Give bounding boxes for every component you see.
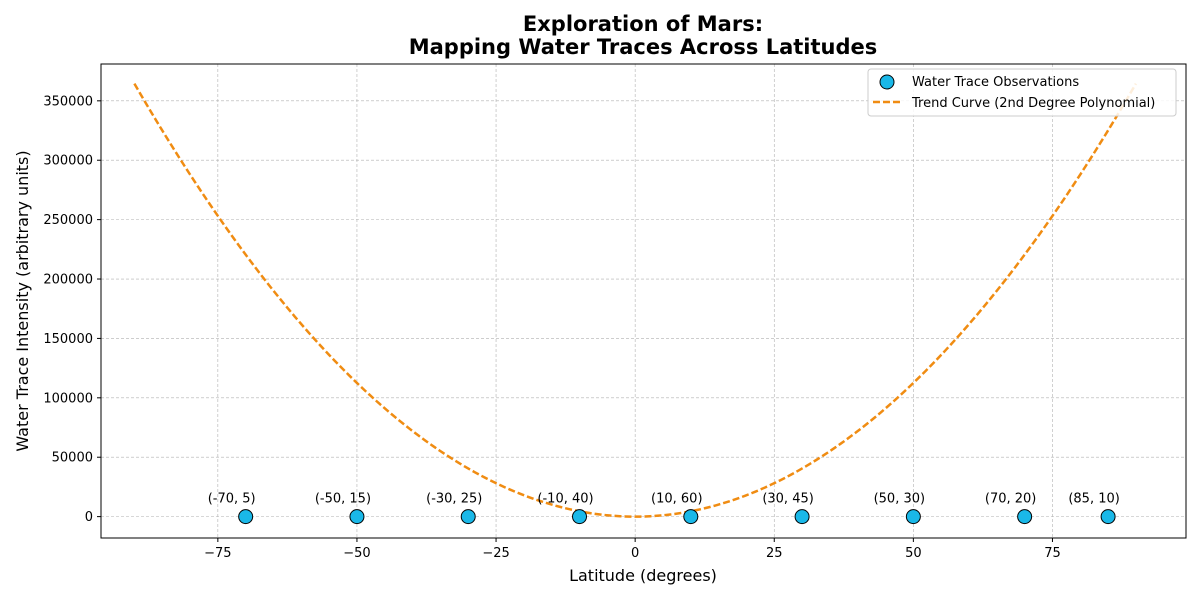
y-tick-label: 100000 (43, 391, 93, 406)
plot-frame (100, 63, 1187, 539)
data-point-label: (30, 45) (762, 492, 814, 507)
data-point-label: (85, 10) (1068, 492, 1120, 507)
y-tick-label: 200000 (43, 273, 93, 288)
legend-label-observations: Water Trace Observations (912, 75, 1079, 90)
y-tick-label: 150000 (43, 332, 93, 347)
x-tick-label: −25 (482, 546, 509, 561)
data-point (1017, 509, 1033, 525)
plot-content (133, 82, 1138, 525)
legend: Water Trace Observations Trend Curve (2n… (867, 68, 1177, 117)
y-tick-label: 350000 (43, 94, 93, 109)
y-tick-label: 250000 (43, 213, 93, 228)
data-point (349, 509, 365, 525)
y-tick-label: 300000 (43, 154, 93, 169)
y-tick-label: 50000 (52, 451, 93, 466)
data-point-label: (70, 20) (985, 492, 1037, 507)
data-point (1100, 509, 1116, 525)
x-axis-label: Latitude (degrees) (569, 566, 717, 585)
x-tick-label: 75 (1044, 546, 1061, 561)
x-tick-label: 0 (631, 546, 639, 561)
grid (101, 64, 1186, 538)
legend-label-trend: Trend Curve (2nd Degree Polynomial) (911, 96, 1155, 111)
data-point (683, 509, 699, 525)
data-labels: (-70, 5) (-50, 15) (-30, 25) (-10, 40) (10, … (208, 492, 1120, 507)
trend-curve (133, 82, 1138, 518)
legend-box (867, 68, 1177, 117)
y-axis-label: Water Trace Intensity (arbitrary units) (13, 150, 32, 451)
x-tick-label: −75 (204, 546, 231, 561)
data-point-label: (-70, 5) (208, 492, 256, 507)
x-tick-label: −50 (343, 546, 370, 561)
chart-title-line-2: Mapping Water Traces Across Latitudes (409, 35, 878, 59)
chart-title-line-1: Exploration of Mars: (523, 12, 763, 36)
data-point-label: (50, 30) (874, 492, 926, 507)
data-point (794, 509, 810, 525)
data-point-label: (-50, 15) (315, 492, 371, 507)
x-tick-label: 25 (766, 546, 783, 561)
data-point (460, 509, 476, 525)
x-tick-label: 50 (905, 546, 922, 561)
data-point (572, 509, 588, 525)
data-point-label: (10, 60) (651, 492, 703, 507)
data-point-label: (-30, 25) (426, 492, 482, 507)
data-point (238, 509, 254, 525)
ticks: −75 −50 −25 0 25 50 75 0 50000 100000 150000 200000… (43, 94, 1060, 561)
legend-marker-observations (879, 74, 895, 90)
data-point-label: (-10, 40) (537, 492, 593, 507)
y-tick-label: 0 (85, 510, 93, 525)
data-point (905, 509, 921, 525)
